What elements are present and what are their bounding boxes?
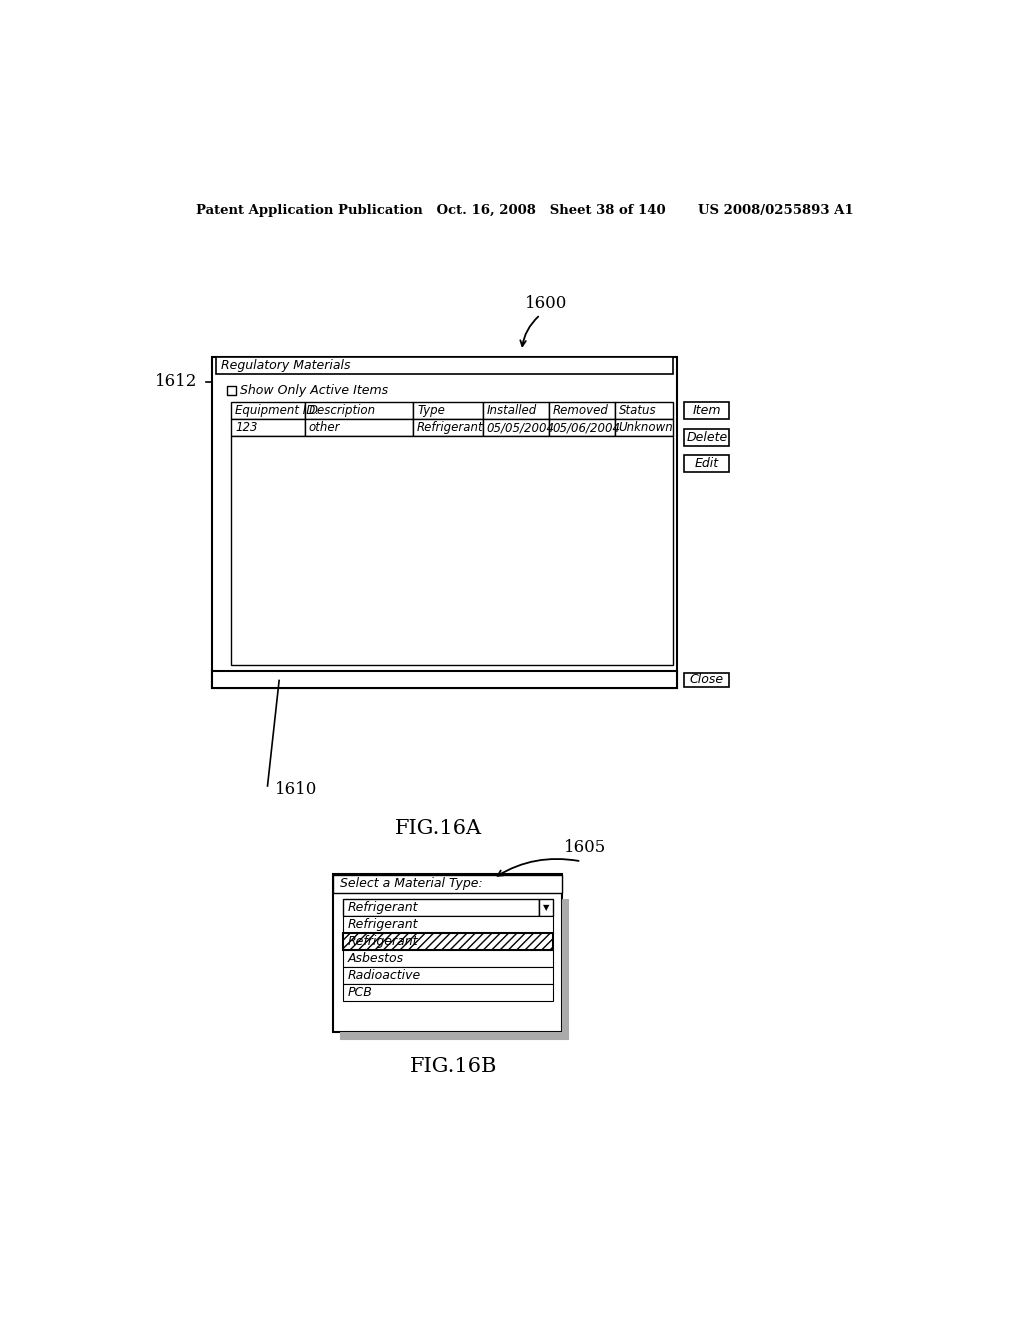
Bar: [684, 429, 729, 446]
Text: Refrigerant: Refrigerant: [347, 902, 418, 915]
Text: Status: Status: [618, 404, 656, 417]
Bar: [549, 403, 614, 420]
Bar: [343, 966, 553, 983]
Text: FIG.16B: FIG.16B: [410, 1057, 498, 1077]
Text: 1612: 1612: [156, 374, 198, 391]
Text: FIG.16A: FIG.16A: [394, 818, 481, 838]
Bar: [614, 403, 673, 420]
Bar: [212, 358, 677, 688]
Text: Type: Type: [417, 404, 445, 417]
Bar: [343, 899, 539, 916]
Text: Edit: Edit: [695, 457, 719, 470]
Text: Regulatory Materials: Regulatory Materials: [221, 359, 350, 372]
Text: Description: Description: [308, 404, 376, 417]
Bar: [334, 874, 562, 892]
Text: Patent Application Publication   Oct. 16, 2008   Sheet 38 of 140       US 2008/0: Patent Application Publication Oct. 16, …: [196, 205, 854, 218]
Bar: [414, 403, 483, 420]
Bar: [684, 403, 729, 420]
Bar: [343, 933, 553, 950]
Bar: [483, 403, 549, 420]
Text: Delete: Delete: [686, 430, 727, 444]
Bar: [343, 950, 553, 966]
Text: 05/06/2004: 05/06/2004: [553, 421, 621, 434]
Bar: [562, 899, 568, 1032]
Text: Refrigerant: Refrigerant: [347, 935, 418, 948]
Bar: [216, 356, 673, 374]
Bar: [231, 420, 305, 437]
Bar: [231, 437, 673, 665]
Bar: [549, 420, 614, 437]
Bar: [305, 403, 414, 420]
Text: Show Only Active Items: Show Only Active Items: [240, 384, 388, 397]
Text: 05/05/2004: 05/05/2004: [486, 421, 555, 434]
Bar: [227, 387, 236, 395]
Bar: [684, 673, 729, 686]
Text: Radioactive: Radioactive: [347, 969, 421, 982]
Bar: [414, 420, 483, 437]
Text: other: other: [308, 421, 340, 434]
Text: 1600: 1600: [525, 294, 567, 312]
Text: PCB: PCB: [347, 986, 372, 999]
Text: ▼: ▼: [543, 903, 549, 912]
Bar: [334, 874, 562, 1032]
Bar: [483, 420, 549, 437]
Text: Close: Close: [690, 673, 724, 686]
Bar: [305, 420, 414, 437]
Text: 1610: 1610: [275, 781, 317, 799]
Text: Installed: Installed: [486, 404, 537, 417]
Bar: [343, 916, 553, 933]
Text: 123: 123: [234, 421, 257, 434]
Bar: [614, 420, 673, 437]
Bar: [231, 403, 305, 420]
Text: Refrigerant: Refrigerant: [347, 917, 418, 931]
Text: Asbestos: Asbestos: [347, 952, 403, 965]
Text: Item: Item: [692, 404, 721, 417]
Bar: [539, 899, 553, 916]
Text: 1605: 1605: [564, 840, 606, 857]
Text: Unknown: Unknown: [618, 421, 674, 434]
Bar: [343, 983, 553, 1001]
Text: Removed: Removed: [553, 404, 608, 417]
Bar: [340, 1032, 568, 1039]
Text: Select a Material Type:: Select a Material Type:: [340, 878, 482, 890]
Bar: [212, 671, 677, 688]
Bar: [684, 455, 729, 471]
Text: Refrigerant: Refrigerant: [417, 421, 483, 434]
Text: Equipment ID.: Equipment ID.: [234, 404, 318, 417]
